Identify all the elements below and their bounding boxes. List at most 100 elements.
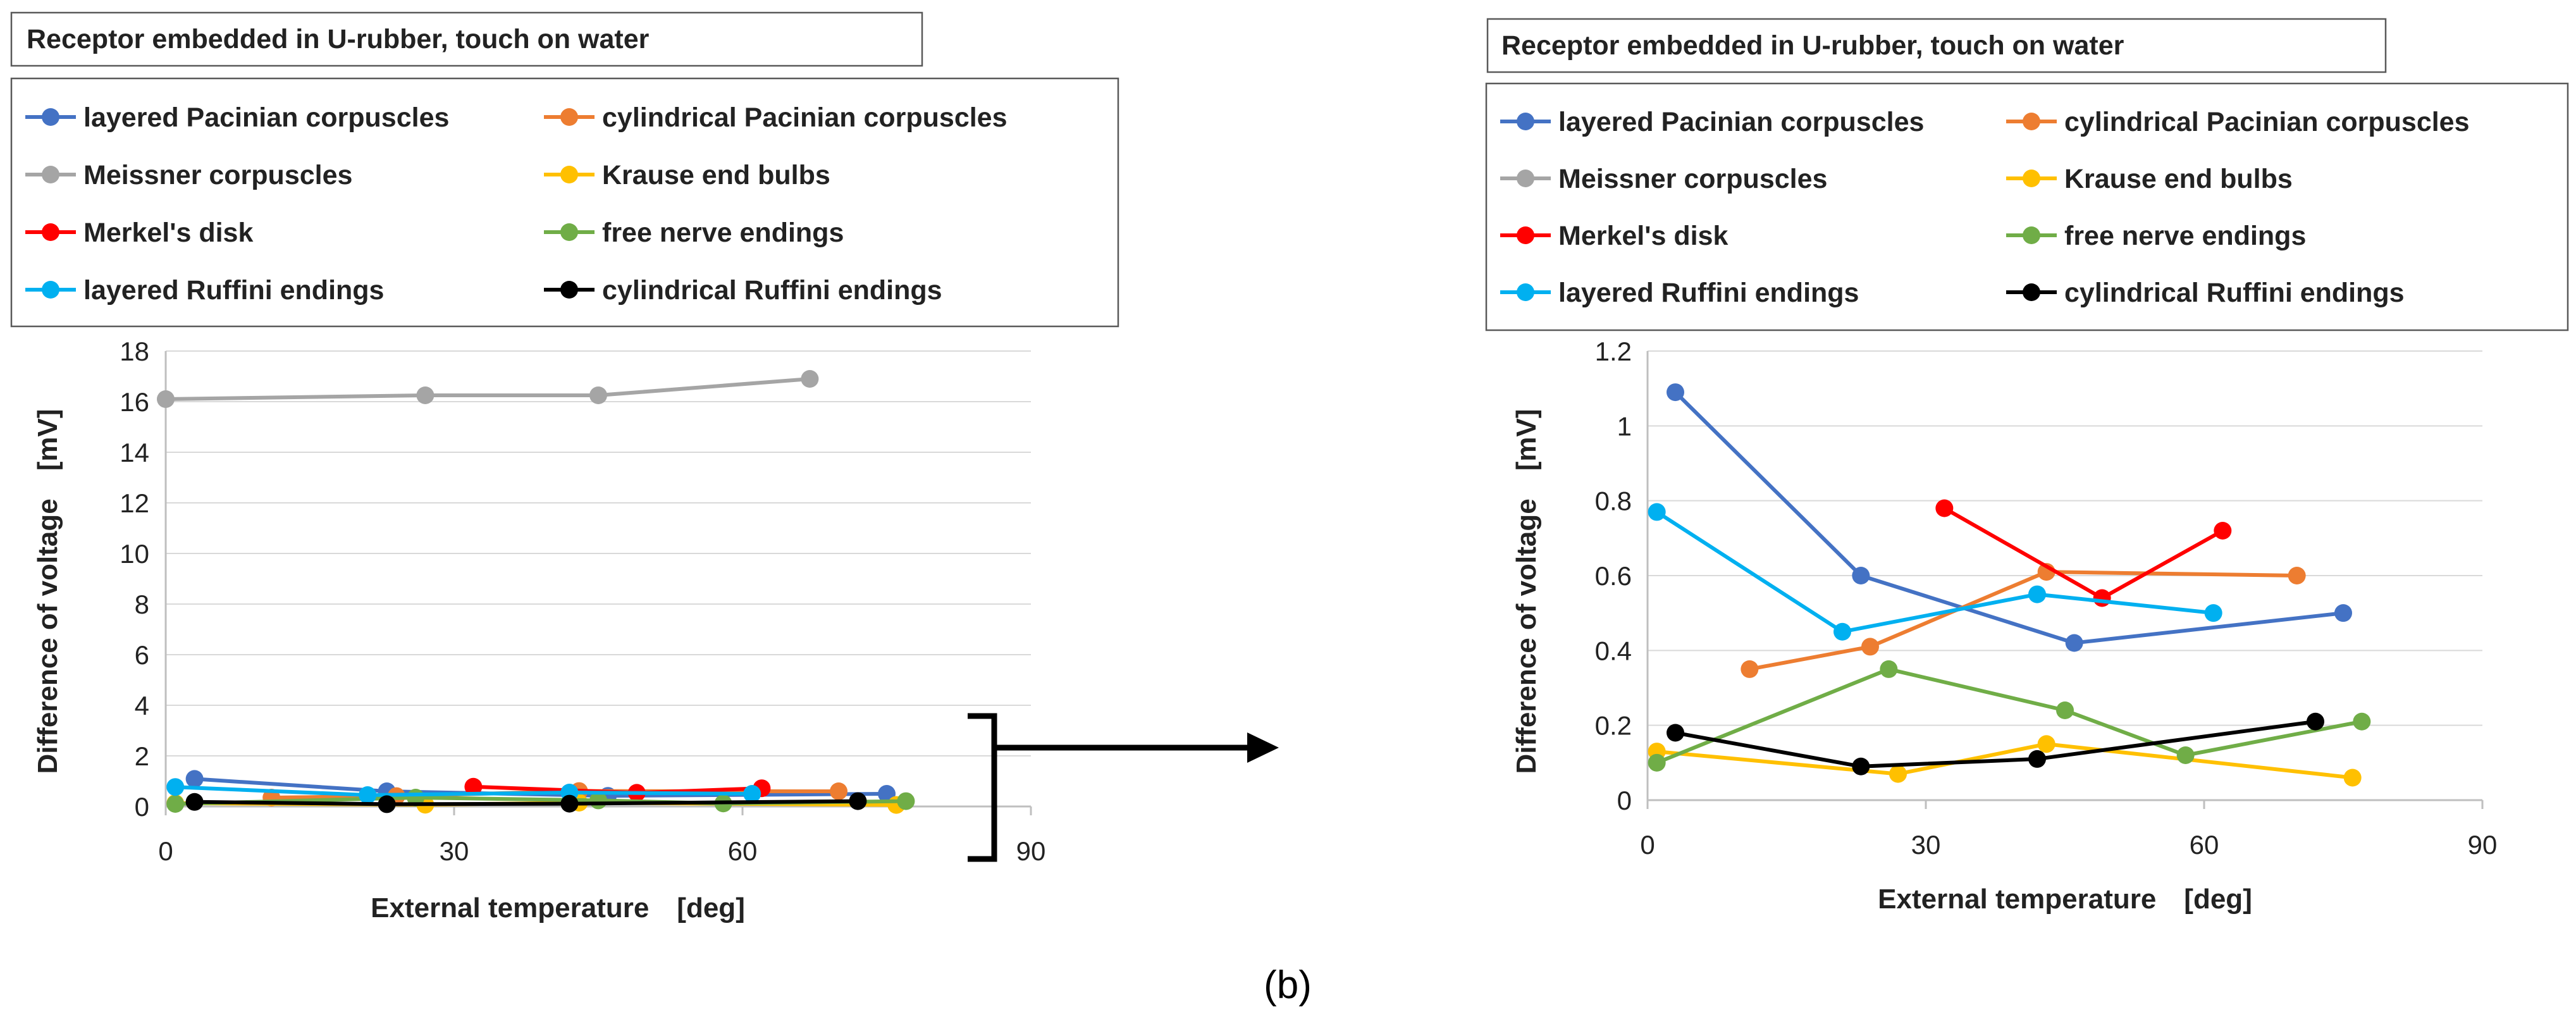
right-data-point (2028, 750, 2046, 768)
right-legend-label: layered Ruffini endings (1558, 278, 1859, 308)
right-data-point (2353, 712, 2371, 731)
left-legend-marker (560, 108, 578, 126)
right-data-point (2288, 567, 2306, 584)
left-data-point (830, 782, 847, 800)
right-data-point (1648, 503, 1666, 521)
right-data-point (1648, 753, 1666, 772)
right-y-tick-label: 1.2 (1595, 337, 1632, 366)
right-y-tick-label: 0.4 (1595, 636, 1632, 665)
left-data-point (166, 795, 185, 813)
left-chart-title: Receptor embedded in U-rubber, touch on … (27, 24, 650, 54)
left-data-point (359, 786, 377, 804)
right-chart: Receptor embedded in U-rubber, touch on … (1485, 18, 2569, 915)
right-series-line (1673, 390, 2344, 645)
right-x-axis-label: External temperature [deg] (1878, 884, 2252, 915)
left-legend-label: Merkel's disk (83, 218, 253, 248)
left-legend-marker (42, 281, 59, 299)
left-y-tick-label: 18 (120, 337, 149, 366)
right-data-point (1852, 757, 1870, 775)
left-legend-marker (560, 166, 578, 183)
left-legend-label: Krause end bulbs (602, 160, 830, 190)
zoom-bracket (968, 713, 997, 862)
left-plot-area: 0 2 4 6 8 10 12 14 16 18 0 30 60 90 (120, 337, 1045, 866)
right-data-point (2343, 769, 2362, 787)
left-legend-marker (42, 223, 59, 241)
right-data-point (2176, 746, 2195, 764)
left-x-tick-label: 0 (158, 836, 173, 866)
right-y-tick-label: 0 (1617, 786, 1632, 815)
left-legend-marker (560, 223, 578, 241)
right-legend-label: cylindrical Ruffini endings (2064, 278, 2405, 308)
right-legend-marker (2023, 226, 2040, 244)
right-legend-marker (1517, 226, 1534, 244)
right-data-point (2214, 522, 2232, 540)
right-legend-marker (2023, 113, 2040, 130)
left-data-point (589, 386, 607, 404)
right-y-tick-label: 1 (1617, 411, 1632, 441)
left-y-tick-label: 10 (120, 539, 149, 569)
left-legend-label: cylindrical Pacinian corpuscles (602, 102, 1008, 133)
right-data-point (1667, 383, 1684, 402)
right-data-point (1935, 499, 1954, 517)
left-data-point (185, 793, 204, 811)
right-data-point (1861, 638, 1879, 656)
left-data-point (464, 777, 483, 796)
left-legend-marker (42, 108, 59, 126)
right-data-point (2056, 701, 2074, 719)
right-data-point (2065, 634, 2083, 652)
left-y-tick-label: 6 (135, 640, 149, 670)
left-data-point (801, 370, 819, 388)
right-legend-marker (2023, 283, 2040, 301)
right-legend-label: cylindrical Pacinian corpuscles (2064, 107, 2470, 137)
left-legend: layered Pacinian corpuscles cylindrical P… (25, 102, 1008, 306)
right-data-point (1880, 660, 1898, 678)
left-y-axis-label: Difference of voltage [mV] (32, 409, 63, 774)
right-y-tick-label: 0.8 (1595, 486, 1632, 516)
right-series-line (1675, 719, 2316, 769)
left-legend-label: free nerve endings (602, 218, 844, 248)
right-title-box (1486, 18, 2387, 73)
right-x-tick-label: 0 (1640, 830, 1655, 860)
left-y-tick-label: 14 (120, 438, 149, 467)
left-data-point (157, 390, 175, 408)
left-series-line (175, 785, 753, 797)
right-series-line (1656, 510, 2214, 634)
right-data-point (2334, 604, 2352, 622)
left-y-tick-label: 8 (135, 590, 149, 619)
right-legend: layered Pacinian corpuscles cylindrical P… (1500, 107, 2470, 308)
right-data-point (2037, 735, 2055, 753)
left-legend-label: layered Ruffini endings (83, 275, 384, 306)
right-legend-label: Krause end bulbs (2064, 164, 2293, 194)
left-legend-label: Meissner corpuscles (83, 160, 352, 190)
right-data-point (1889, 765, 1907, 783)
left-data-point (378, 795, 396, 813)
right-series-line (1943, 506, 2224, 600)
left-x-axis-label: External temperature [deg] (371, 892, 745, 923)
right-legend-marker (2023, 170, 2040, 187)
left-y-tick-label: 2 (135, 741, 149, 771)
right-x-tick-label: 90 (2468, 830, 2498, 860)
left-legend-label: cylindrical Ruffini endings (602, 275, 942, 306)
left-series-line (194, 799, 858, 806)
right-legend-marker (1517, 283, 1534, 301)
right-legend-label: Merkel's disk (1558, 221, 1728, 251)
left-y-tick-label: 4 (135, 691, 149, 720)
left-legend-marker (560, 281, 578, 299)
right-data-point (2028, 585, 2046, 603)
right-y-tick-label: 0.6 (1595, 561, 1632, 591)
left-x-tick-label: 90 (1016, 836, 1046, 866)
right-series-line (1656, 742, 2353, 780)
right-data-point (2204, 604, 2222, 622)
left-legend-marker (42, 166, 59, 183)
right-x-tick-label: 30 (1911, 830, 1941, 860)
left-y-tick-label: 0 (135, 792, 149, 822)
left-data-point (743, 785, 761, 803)
right-data-point (2307, 712, 2324, 731)
left-y-tick-label: 16 (120, 387, 149, 417)
right-y-tick-label: 0.2 (1595, 711, 1632, 741)
left-data-point (897, 792, 915, 810)
right-data-point (1667, 724, 1684, 742)
left-series-line (165, 377, 810, 401)
zoom-arrow-head (1247, 732, 1279, 763)
right-data-point (1852, 567, 1870, 584)
